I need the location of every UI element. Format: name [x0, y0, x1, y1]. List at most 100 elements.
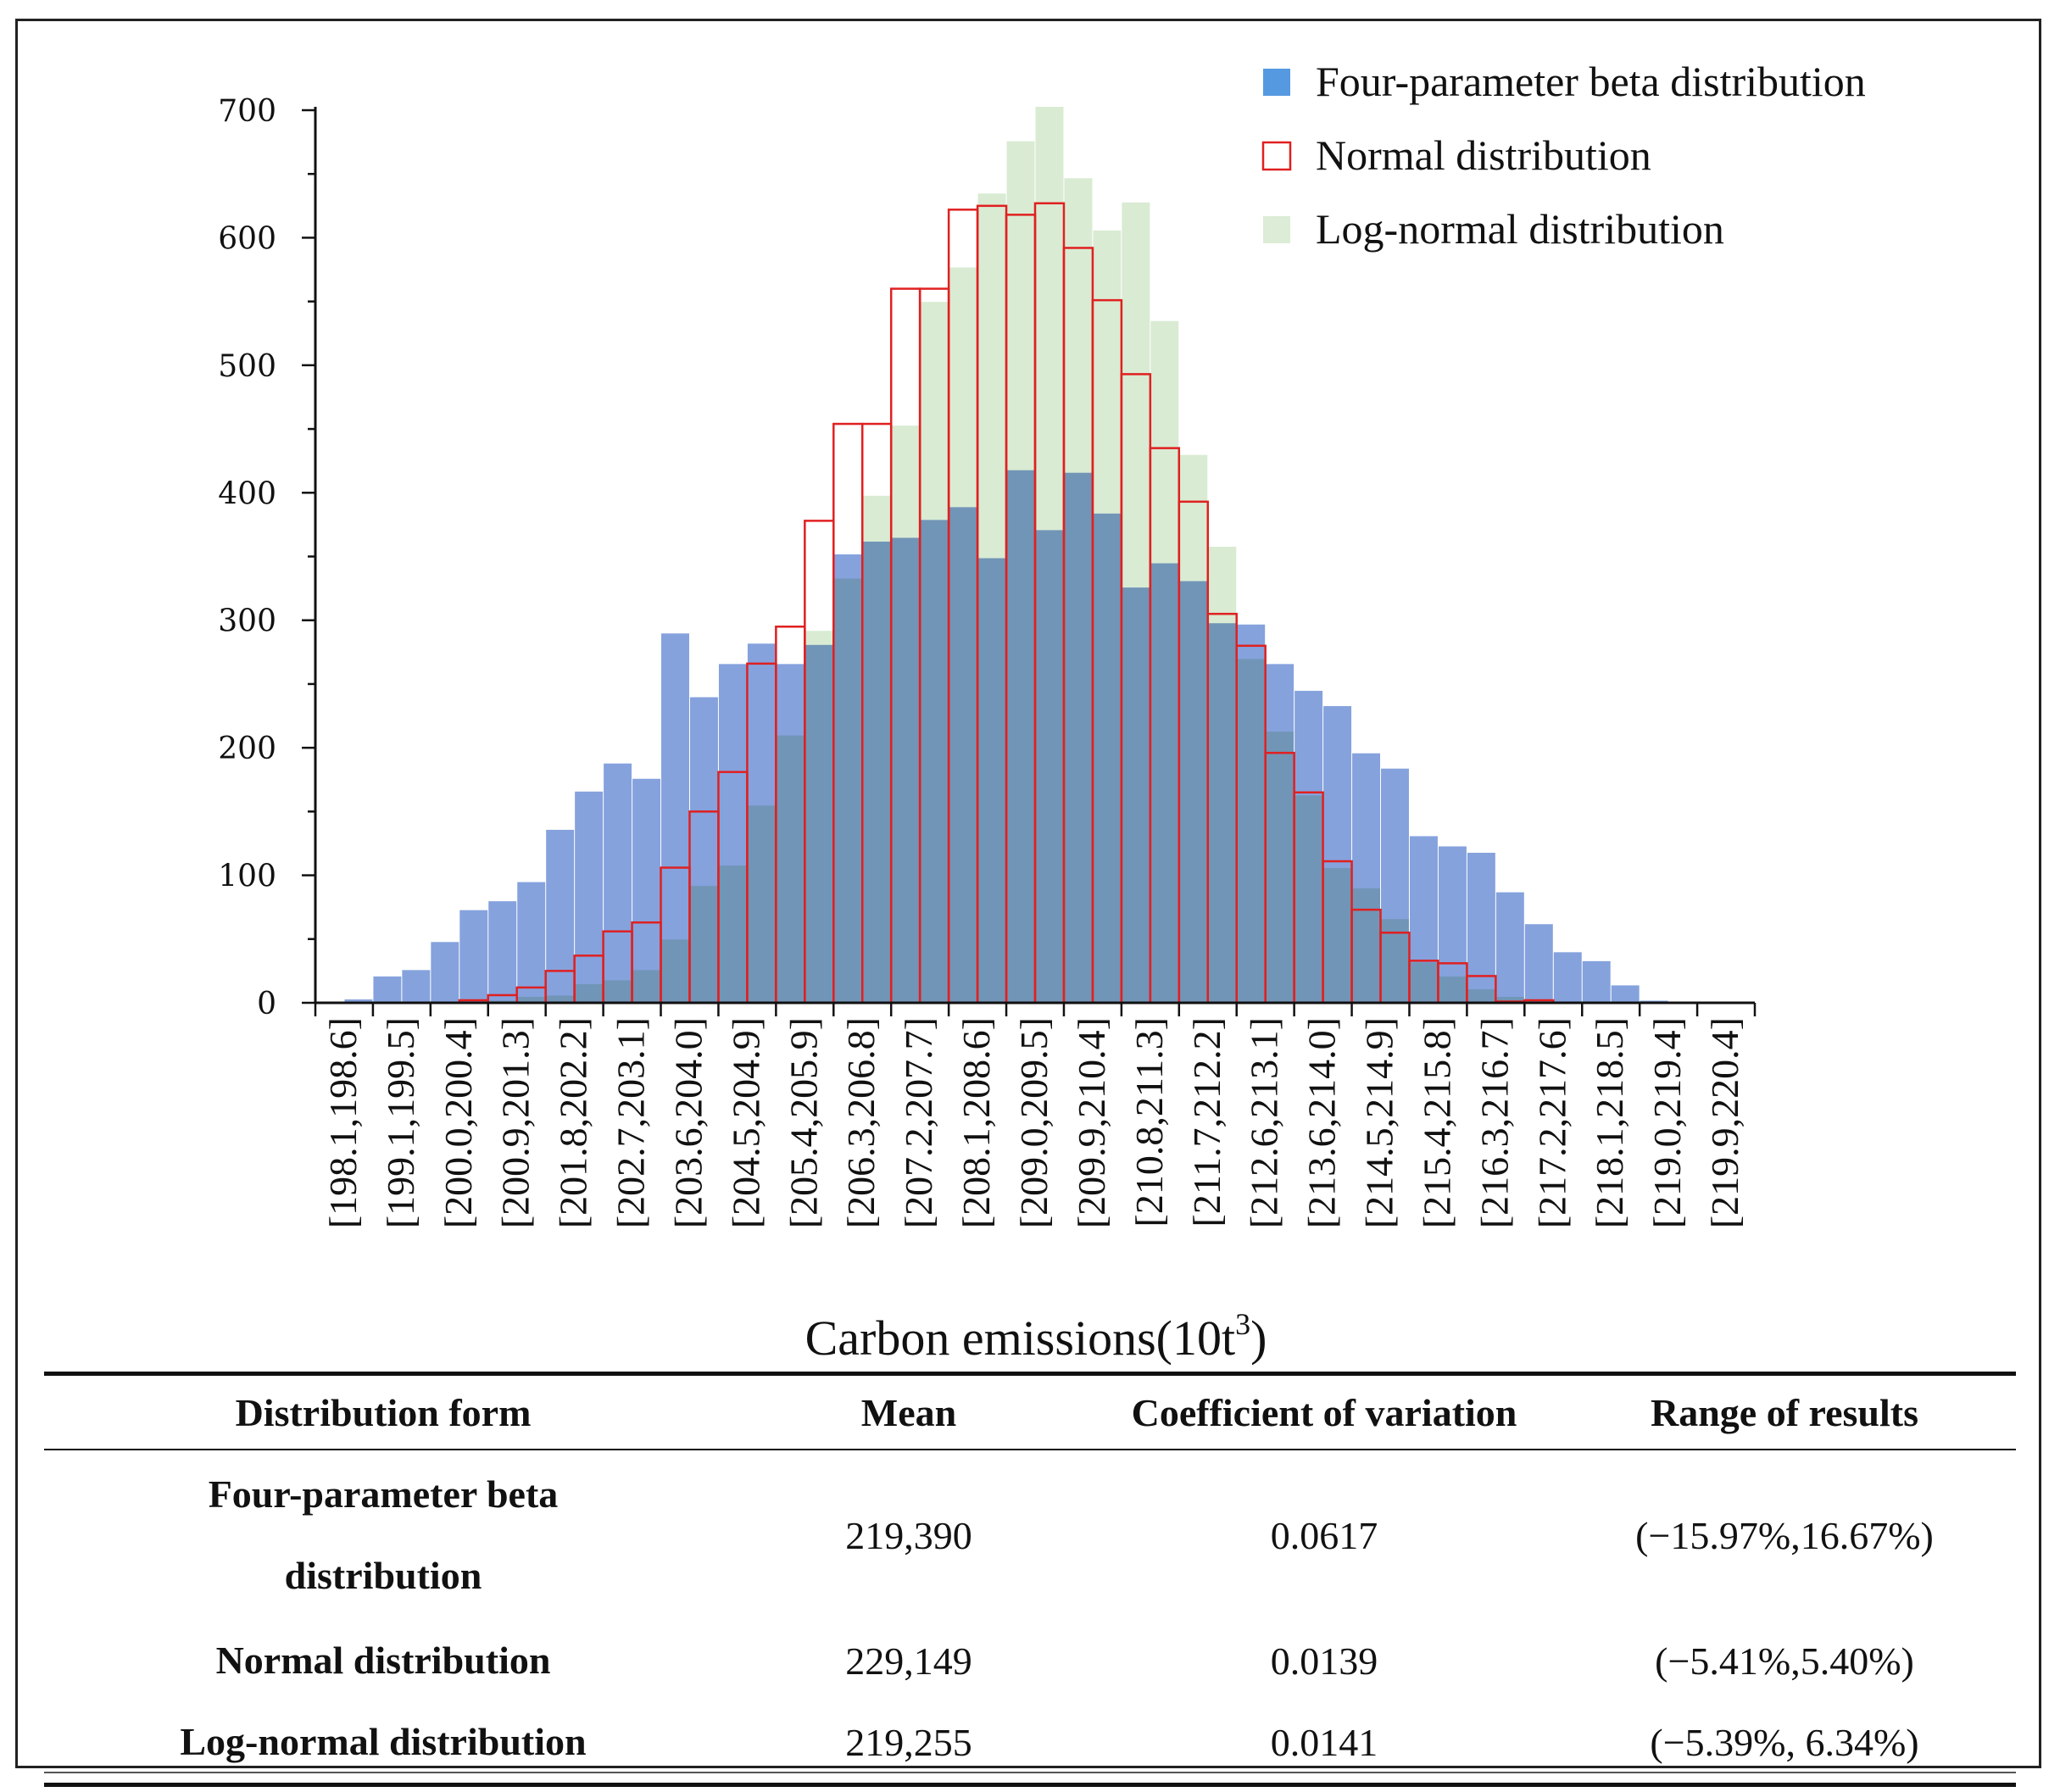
header-coefficient-of-variation: Coefficient of variation [1095, 1372, 1553, 1450]
bar-four-parameter-beta-distribution-18 [832, 553, 863, 1004]
bar-four-parameter-beta-distribution-24 [1005, 469, 1036, 1004]
x-tick-label: [201.8,202.2] [552, 1017, 595, 1228]
name-line-1: Four-parameter beta [208, 1472, 559, 1516]
bar-four-parameter-beta-distribution-30 [1178, 580, 1209, 1004]
bar-four-parameter-beta-distribution-40 [1466, 851, 1496, 1004]
x-tick-label: [214.5,214.9] [1358, 1017, 1401, 1228]
x-tick-label: [202.7,203.1] [610, 1017, 653, 1228]
bar-four-parameter-beta-distribution-7 [516, 881, 547, 1004]
bar-four-parameter-beta-distribution-27 [1092, 512, 1122, 1004]
bar-four-parameter-beta-distribution-31 [1207, 622, 1238, 1004]
legend-swatch [1263, 69, 1290, 96]
bar-four-parameter-beta-distribution-15 [746, 643, 777, 1004]
bar-four-parameter-beta-distribution-4 [430, 941, 460, 1004]
bar-four-parameter-beta-distribution-22 [948, 506, 978, 1004]
x-tick-label: [200.0,200.4] [437, 1017, 480, 1228]
y-tick-label: 400 [218, 476, 276, 511]
bar-four-parameter-beta-distribution-21 [919, 519, 949, 1004]
axes [302, 107, 1757, 1016]
x-tick-label: [210.8,211.3] [1127, 1017, 1171, 1227]
x-tick-label: [216.3,216.7] [1473, 1017, 1516, 1228]
x-tick-label: [200.9,201.3] [494, 1017, 537, 1228]
header-range-of-results: Range of results [1553, 1372, 2016, 1450]
bar-four-parameter-beta-distribution-20 [890, 537, 921, 1004]
legend-label: Log-normal distribution [1316, 205, 1724, 253]
row-cv: 0.0139 [1270, 1639, 1378, 1683]
bar-four-parameter-beta-distribution-26 [1063, 471, 1094, 1004]
row-distribution-name: Four-parameter beta distribution [44, 1450, 722, 1620]
bar-four-parameter-beta-distribution-19 [861, 540, 892, 1004]
x-tick-label: [199.1,199.5] [379, 1017, 422, 1228]
bar-four-parameter-beta-distribution-32 [1236, 623, 1267, 1004]
table-row: Four-parameter beta distribution 219,390 … [44, 1450, 2016, 1620]
x-tick-labels: [198.1,198.6] [199.1,199.5] [200.0,200.4] [… [321, 1017, 1746, 1228]
x-tick-label: [206.3,206.8] [839, 1017, 882, 1228]
bar-four-parameter-beta-distribution-14 [717, 663, 748, 1004]
x-tick-label: [203.6,204.0] [666, 1017, 710, 1228]
bar-four-parameter-beta-distribution-42 [1523, 923, 1554, 1004]
row-mean: 229,149 [845, 1639, 972, 1683]
bar-four-parameter-beta-distribution-38 [1408, 835, 1439, 1004]
bar-four-parameter-beta-distribution-39 [1437, 845, 1467, 1004]
bar-four-parameter-beta-distribution-45 [1610, 984, 1640, 1004]
x-tick-label: [209.0,209.5] [1012, 1017, 1055, 1228]
bar-four-parameter-beta-distribution-29 [1150, 562, 1180, 1004]
row-range: (−5.41%,5.40%) [1655, 1639, 1914, 1683]
bar-four-parameter-beta-distribution-6 [487, 900, 518, 1004]
bar-four-parameter-beta-distribution-3 [401, 969, 431, 1004]
x-tick-label: [198.1,198.6] [321, 1017, 365, 1228]
x-tick-label: [211.7,212.2] [1185, 1017, 1228, 1227]
x-tick-label: [212.6,213.1] [1243, 1017, 1286, 1228]
bar-four-parameter-beta-distribution-33 [1265, 663, 1295, 1004]
bar-four-parameter-beta-distribution-11 [632, 777, 662, 1004]
x-axis-label: Carbon emissions(10t3) [805, 1307, 1267, 1366]
bar-four-parameter-beta-distribution-44 [1581, 960, 1612, 1004]
y-tick-label: 700 [218, 94, 276, 129]
x-tick-label: [217.2,217.6] [1530, 1017, 1573, 1228]
x-tick-label: [219.9,220.4] [1703, 1017, 1746, 1228]
bar-four-parameter-beta-distribution-9 [574, 790, 604, 1004]
x-tick-label: [219.0,219.4] [1645, 1017, 1689, 1228]
row-distribution-name: Normal distribution [215, 1639, 551, 1682]
bar-four-parameter-beta-distribution-5 [459, 909, 489, 1004]
statistics-table: Distribution form Mean Coefficient of va… [44, 1372, 2016, 1787]
beta-series [315, 469, 1669, 1004]
table-row: Normal distribution 229,149 0.0139 (−5.4… [44, 1620, 2016, 1701]
x-tick-label: [213.6,214.0] [1300, 1017, 1344, 1228]
bar-four-parameter-beta-distribution-43 [1552, 951, 1583, 1004]
x-tick-label: [207.2,207.7] [897, 1017, 940, 1228]
row-cv: 0.0617 [1270, 1513, 1378, 1557]
x-tick-label: [215.4,215.8] [1415, 1017, 1458, 1228]
x-tick-label: [204.5,204.9] [724, 1017, 767, 1228]
bar-four-parameter-beta-distribution-8 [545, 828, 576, 1004]
name-line-2: distribution [284, 1554, 482, 1597]
y-tick-label: 200 [218, 732, 276, 766]
y-tick-label: 600 [218, 221, 276, 256]
histogram-chart: 0 100 200 300 400 500 600 700 [198.1,198.6] [199… [218, 58, 1866, 1366]
legend-swatch [1263, 216, 1290, 243]
x-tick-label: [218.1,218.5] [1588, 1017, 1631, 1228]
bar-four-parameter-beta-distribution-35 [1322, 705, 1353, 1004]
legend: Four-parameter beta distribution Normal d… [1261, 58, 1866, 253]
bar-four-parameter-beta-distribution-23 [977, 557, 1007, 1004]
y-tick-labels: 0 100 200 300 400 500 600 700 [218, 94, 276, 1021]
y-tick-label: 500 [218, 349, 276, 384]
header-mean: Mean [722, 1372, 1095, 1450]
legend-label: Four-parameter beta distribution [1316, 58, 1866, 105]
bar-four-parameter-beta-distribution-34 [1294, 689, 1324, 1004]
y-tick-label: 100 [218, 860, 276, 894]
y-tick-label: 300 [218, 604, 276, 639]
row-mean: 219,390 [845, 1513, 972, 1557]
legend-swatch [1261, 141, 1292, 171]
bar-four-parameter-beta-distribution-41 [1495, 891, 1525, 1004]
bottom-rule [44, 1772, 2016, 1773]
bar-four-parameter-beta-distribution-13 [688, 696, 719, 1004]
bar-four-parameter-beta-distribution-36 [1351, 752, 1382, 1004]
row-range: (−15.97%,16.67%) [1635, 1513, 1934, 1557]
bar-four-parameter-beta-distribution-12 [660, 632, 690, 1004]
legend-label: Normal distribution [1316, 131, 1651, 179]
bar-four-parameter-beta-distribution-17 [804, 643, 834, 1004]
bar-four-parameter-beta-distribution-10 [603, 762, 633, 1004]
y-tick-label: 0 [257, 987, 276, 1021]
table-header-row: Distribution form Mean Coefficient of va… [44, 1372, 2016, 1450]
